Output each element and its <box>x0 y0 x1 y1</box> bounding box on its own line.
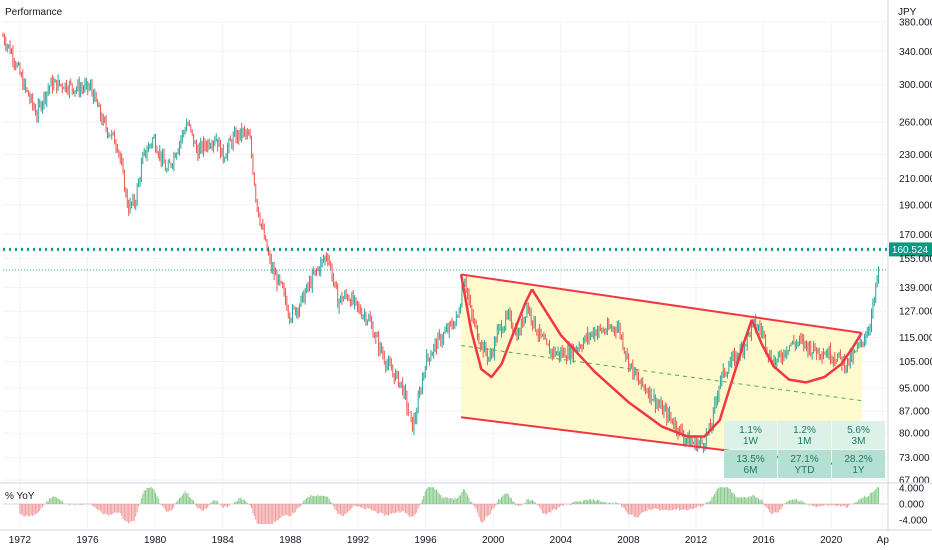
perf-period: 1W <box>743 436 759 447</box>
x-tick-label: 1988 <box>279 535 302 546</box>
price-candles <box>2 32 880 454</box>
y-tick-label: 210.000 <box>899 174 932 185</box>
y-tick-label: 260.000 <box>899 118 932 129</box>
y-tick-label: 155.000 <box>899 254 932 265</box>
perf-period: 1M <box>798 436 812 447</box>
y-tick-label: 87.000 <box>899 407 930 418</box>
chart-title: Performance <box>5 7 63 18</box>
y-tick-label: 300.000 <box>899 80 932 91</box>
x-tick-label: 1992 <box>347 535 370 546</box>
trend-channel <box>461 274 862 468</box>
y-tick-label: 170.000 <box>899 230 932 241</box>
perf-cell-YTD[interactable] <box>778 450 831 478</box>
perf-period: YTD <box>795 465 815 476</box>
perf-period: 6M <box>744 465 758 476</box>
perf-value: 28.2% <box>844 454 872 465</box>
y-tick-label: 380.000 <box>899 18 932 29</box>
channel-fill <box>461 274 862 468</box>
perf-cell-3M[interactable] <box>832 421 885 449</box>
cup-arc <box>459 274 534 379</box>
yoy-tick-label: 4.000 <box>899 484 924 495</box>
cup-arc <box>750 319 863 384</box>
y-tick-label: 80.000 <box>899 429 930 440</box>
y-tick-label: 105.000 <box>899 357 932 368</box>
x-tick-label: 1972 <box>9 535 32 546</box>
currency-label: JPY <box>898 7 917 18</box>
y-tick-label: 127.000 <box>899 307 932 318</box>
yoy-tick-label: 0.000 <box>899 500 924 511</box>
y-tick-label: 95.000 <box>899 383 930 394</box>
current-price-label: 160.524 <box>892 245 929 256</box>
x-tick-label: 1980 <box>144 535 167 546</box>
x-tick-label: 2012 <box>685 535 708 546</box>
perf-value: 5.6% <box>847 425 870 436</box>
cup-arc <box>530 288 753 438</box>
x-tick-label: 2016 <box>752 535 775 546</box>
yoy-label: % YoY <box>5 491 35 502</box>
yoy-tick-label: -4.000 <box>899 516 928 527</box>
x-tick-label: 1996 <box>414 535 437 546</box>
perf-cell-1W[interactable] <box>724 421 777 449</box>
channel-boundary <box>460 273 862 334</box>
x-tick-label: 2008 <box>617 535 640 546</box>
yoy-panel <box>3 487 887 524</box>
perf-period: 3M <box>852 436 866 447</box>
y-tick-label: 115.000 <box>899 333 932 344</box>
x-tick-label: 1976 <box>76 535 99 546</box>
perf-period: 1Y <box>852 465 865 476</box>
perf-value: 13.5% <box>736 454 764 465</box>
performance-table[interactable]: 1.1%1W 1.2%1M 5.6%3M 13.5%6M 27.1%YTD 28.2%1Y <box>724 421 885 478</box>
y-tick-label: 340.000 <box>899 47 932 58</box>
perf-cell-1Y[interactable] <box>832 450 885 478</box>
y-tick-label: 139.000 <box>899 283 932 294</box>
x-tick-label: 2020 <box>820 535 843 546</box>
y-tick-label: 67.000 <box>899 476 930 487</box>
x-tick-label: 2000 <box>482 535 505 546</box>
x-tick-label: 2004 <box>550 535 573 546</box>
x-tick-label: 1984 <box>212 535 235 546</box>
perf-cell-6M[interactable] <box>724 450 777 478</box>
perf-value: 27.1% <box>790 454 818 465</box>
current-price-tag <box>889 242 932 257</box>
y-tick-label: 230.000 <box>899 150 932 161</box>
perf-value: 1.1% <box>739 425 762 436</box>
perf-value: 1.2% <box>793 425 816 436</box>
y-tick-label: 73.000 <box>899 453 930 464</box>
perf-cell-1M[interactable] <box>778 421 831 449</box>
x-tick-label: Ap <box>877 535 890 546</box>
channel-midline <box>460 345 862 402</box>
y-tick-label: 190.000 <box>899 200 932 211</box>
